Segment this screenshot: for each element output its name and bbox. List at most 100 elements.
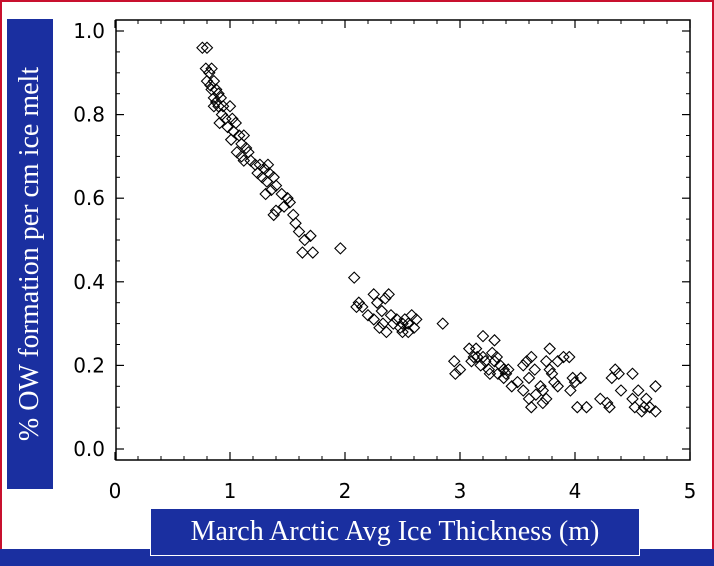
data-point [269, 179, 283, 192]
data-point [281, 191, 294, 205]
data-point [476, 329, 490, 343]
data-point [407, 321, 421, 335]
x-axis-label: March Arctic Avg Ice Thickness (m) [190, 516, 600, 547]
data-point [640, 392, 653, 406]
data-point [289, 217, 302, 230]
data-point [393, 321, 407, 335]
data-point [482, 363, 496, 376]
data-point [350, 300, 363, 314]
data-point [612, 367, 625, 381]
data-point [355, 300, 369, 314]
data-point [298, 233, 312, 247]
data-point [534, 380, 547, 393]
data-point [334, 242, 347, 255]
data-point [574, 371, 588, 385]
data-point [265, 183, 278, 197]
data-point [396, 317, 409, 330]
data-point [505, 380, 519, 393]
data-point [221, 120, 234, 134]
data-point [551, 354, 565, 368]
data-point [378, 292, 392, 305]
data-point [490, 350, 504, 364]
data-point [382, 288, 395, 301]
data-point [204, 79, 217, 92]
data-point [528, 363, 542, 376]
data-point [405, 308, 418, 322]
y-axis-label-box: % OW formation per cm ice melt [6, 18, 54, 490]
data-point [571, 400, 584, 414]
data-point [543, 363, 556, 376]
data-point [223, 99, 237, 113]
data-point [502, 363, 515, 376]
data-point [614, 384, 628, 397]
data-point [628, 400, 642, 414]
data-point [497, 371, 510, 385]
data-point [551, 380, 565, 393]
x-tick-label: 4 [569, 479, 582, 503]
data-point [275, 187, 289, 201]
data-point [387, 317, 400, 330]
data-point [375, 304, 389, 318]
data-point [213, 116, 226, 130]
data-point [267, 208, 280, 222]
data-point [453, 363, 467, 376]
data-point [637, 400, 651, 414]
data-point [347, 271, 361, 284]
data-point [449, 367, 462, 381]
data-point [536, 384, 550, 397]
y-tick-label: 1.0 [73, 19, 105, 43]
data-point [447, 354, 461, 368]
data-point [277, 200, 291, 213]
data-point [643, 400, 657, 414]
data-point [511, 375, 524, 389]
data-point [259, 187, 272, 201]
data-point [283, 196, 297, 209]
data-point [488, 334, 501, 347]
data-point [543, 342, 556, 355]
data-point [525, 400, 538, 414]
data-point [380, 325, 393, 339]
data-point [304, 229, 317, 243]
data-point [580, 400, 593, 414]
x-tick-label: 3 [454, 479, 467, 503]
y-tick-label: 0.4 [73, 270, 105, 294]
data-point [196, 41, 209, 54]
data-point [631, 384, 645, 397]
data-point [292, 225, 306, 238]
x-tick-label: 2 [339, 479, 352, 503]
x-axis-label-box: March Arctic Avg Ice Thickness (m) [150, 508, 640, 556]
x-tick-label: 1 [224, 479, 237, 503]
data-point [649, 380, 662, 393]
data-point [520, 354, 533, 368]
x-tick-label: 0 [109, 479, 122, 503]
data-point [594, 392, 607, 406]
data-point [261, 158, 275, 172]
data-point [370, 296, 384, 309]
y-tick-label: 0.2 [73, 353, 105, 377]
data-point [361, 308, 375, 322]
data-point [469, 342, 483, 355]
data-point [536, 396, 550, 410]
data-point [488, 354, 501, 368]
data-point [491, 367, 505, 381]
data-point [497, 363, 510, 376]
data-point [229, 116, 243, 130]
data-point [649, 405, 662, 418]
data-point [635, 405, 648, 418]
data-point [396, 325, 409, 339]
y-tick-label: 0.8 [73, 103, 105, 127]
data-point [410, 313, 423, 326]
data-point [436, 317, 450, 330]
x-tick-label: 5 [684, 479, 697, 503]
data-point [306, 246, 320, 259]
data-point [467, 350, 481, 364]
y-tick-label: 0.6 [73, 186, 105, 210]
data-point [522, 371, 536, 385]
data-point [212, 99, 225, 113]
y-tick-label: 0.0 [73, 437, 105, 461]
data-point [564, 384, 577, 397]
data-point [296, 246, 309, 259]
data-point [269, 204, 283, 218]
data-point [224, 133, 238, 146]
